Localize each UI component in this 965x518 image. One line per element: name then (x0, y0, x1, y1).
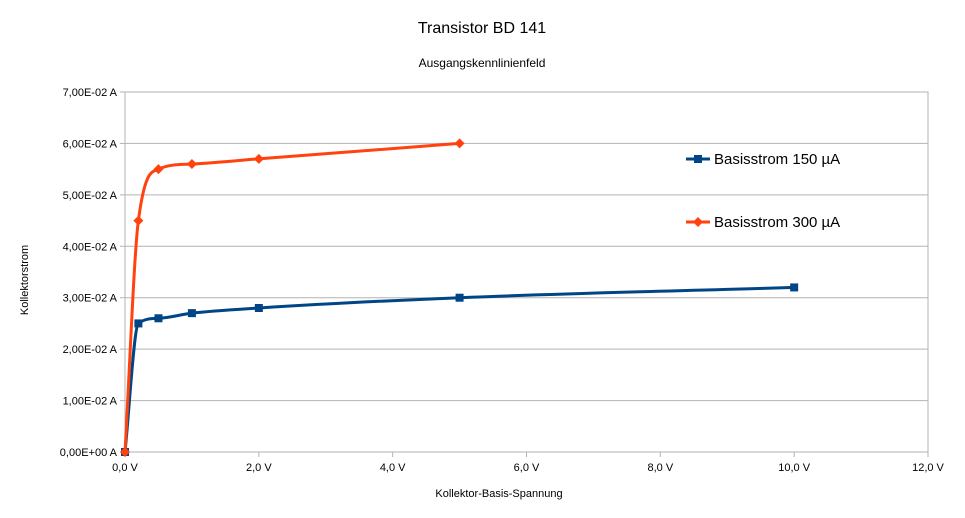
data-point (134, 319, 143, 328)
data-point (790, 283, 799, 292)
y-tick-label: 6,00E-02 A (63, 138, 118, 150)
data-point (454, 138, 465, 149)
data-point (120, 447, 130, 457)
y-tick-label: 0,00E+00 A (60, 447, 118, 459)
series-line (123, 141, 462, 454)
x-axis-title: Kollektor-Basis-Spannung (435, 488, 562, 500)
legend-marker (694, 155, 702, 163)
y-tick-label: 2,00E-02 A (63, 344, 118, 356)
series-1 (121, 283, 799, 456)
y-axis-title: Kollektorstrom (19, 245, 31, 315)
data-point (253, 153, 264, 164)
y-axis-ticks: 0,00E+00 A 1,00E-02 A 2,00E-02 A 3,00E-02 A… (60, 87, 125, 459)
data-point (153, 164, 164, 175)
y-tick-label: 3,00E-02 A (63, 293, 118, 305)
legend-label: Basisstrom 150 µA (714, 151, 840, 168)
y-tick-label: 1,00E-02 A (63, 396, 118, 408)
x-tick-label: 10,0 V (778, 462, 810, 474)
legend-label: Basisstrom 300 µA (714, 214, 840, 231)
data-point (455, 293, 464, 302)
grid (125, 91, 928, 453)
data-point (133, 215, 144, 226)
x-axis-ticks: 0,0 V 2,0 V 4,0 V 6,0 V 8,0 V 10,0 V 12,0 V (112, 452, 945, 474)
y-tick-label: 7,00E-02 A (63, 87, 118, 99)
x-tick-label: 2,0 V (246, 462, 272, 474)
x-tick-label: 12,0 V (912, 462, 944, 474)
x-tick-label: 8,0 V (647, 462, 673, 474)
series-2 (120, 138, 465, 457)
series-line (123, 285, 796, 454)
y-tick-label: 4,00E-02 A (63, 241, 118, 253)
legend-entry-1: Basisstrom 150 µA (686, 151, 840, 168)
legend-entry-2: Basisstrom 300 µA (686, 214, 840, 231)
x-tick-label: 4,0 V (380, 462, 406, 474)
y-tick-label: 5,00E-02 A (63, 190, 118, 202)
chart-subtitle: Ausgangskennlinienfeld (419, 56, 546, 70)
x-tick-label: 6,0 V (514, 462, 540, 474)
data-point (254, 304, 263, 312)
x-tick-label: 0,0 V (112, 462, 138, 474)
legend-marker (693, 217, 703, 227)
data-point (187, 309, 196, 318)
legend: Basisstrom 150 µA Basisstrom 300 µA (686, 151, 840, 231)
chart-title: Transistor BD 141 (418, 20, 546, 37)
data-point (154, 314, 163, 323)
data-point (186, 159, 197, 169)
plot-frame (124, 91, 929, 453)
series-layer (120, 138, 799, 457)
